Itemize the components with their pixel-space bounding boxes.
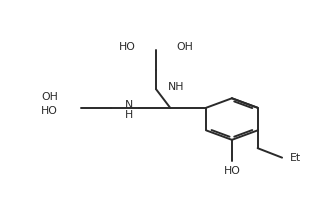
Text: H: H bbox=[124, 110, 133, 120]
Text: NH: NH bbox=[168, 82, 184, 92]
Text: Et: Et bbox=[290, 153, 301, 163]
Text: OH: OH bbox=[177, 42, 194, 52]
Text: OH: OH bbox=[42, 92, 58, 102]
Text: HO: HO bbox=[223, 167, 240, 176]
Text: HO: HO bbox=[42, 106, 58, 116]
Text: N: N bbox=[124, 100, 133, 110]
Text: HO: HO bbox=[119, 42, 135, 52]
